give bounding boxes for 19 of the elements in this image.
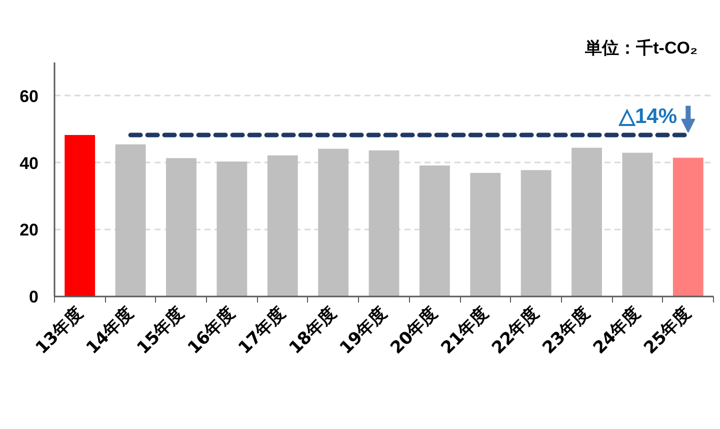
bar <box>318 148 349 296</box>
bar <box>572 148 602 296</box>
bar <box>267 155 298 296</box>
y-tick-label: 40 <box>20 154 39 173</box>
bar <box>64 135 96 296</box>
bar <box>672 158 704 296</box>
bar <box>622 152 653 296</box>
y-tick-label: 60 <box>20 86 39 106</box>
bar <box>216 161 248 296</box>
bar <box>419 165 450 296</box>
bar <box>115 144 146 296</box>
bar <box>470 172 501 296</box>
bar <box>520 170 552 296</box>
bar <box>166 158 196 296</box>
x-tick-label: 16年度 <box>184 303 240 358</box>
text: 単位：千t-CO₂ <box>584 38 698 58</box>
bar <box>368 150 400 296</box>
y-tick-label: 20 <box>20 220 39 240</box>
x-tick-label: 21年度 <box>438 303 492 358</box>
